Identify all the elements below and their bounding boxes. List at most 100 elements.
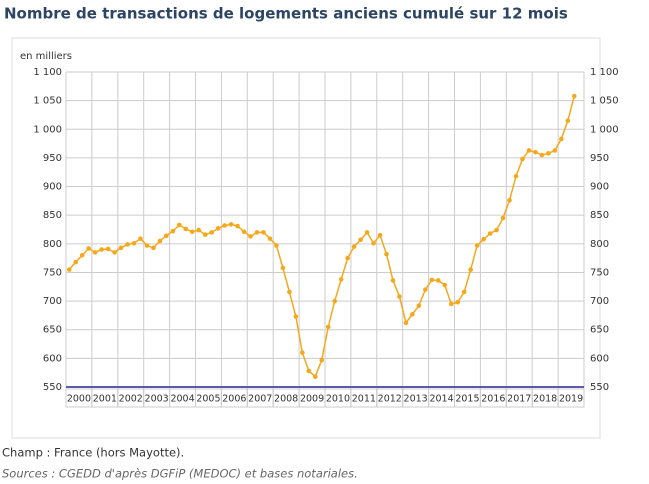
y-tick-label: 550 [43,382,62,393]
point [151,245,156,251]
note: Champ : France (hors Mayotte). [2,446,184,460]
point [241,229,247,235]
point [565,118,571,123]
y-tick-label: 600 [43,353,62,364]
point [507,197,512,203]
x-tick-label: 2014 [429,394,453,405]
point [384,251,389,257]
point [455,299,461,305]
point [351,244,357,249]
x-tick-label: 2004 [170,394,194,405]
x-tick-label: 2008 [274,394,298,405]
point [235,223,240,229]
point [306,368,312,374]
point [390,278,396,283]
point [546,151,551,156]
y-tick-label: 1 000 [33,124,62,135]
y-tick-label: 950 [43,153,62,164]
point [539,152,545,158]
point [248,234,253,239]
point [177,222,182,228]
point [429,277,435,283]
point [209,230,214,235]
point [105,246,111,252]
x-tick-label: 2018 [533,394,557,405]
x-tick-label: 2007 [248,394,272,405]
point [300,350,305,355]
point [494,227,499,233]
point [92,250,98,255]
point [66,267,72,272]
point [183,226,189,232]
point [144,243,150,248]
point [170,228,176,234]
point [312,374,318,379]
point [520,156,525,162]
y2-tick-label: 950 [590,153,609,164]
point [552,148,558,153]
point [487,231,493,236]
chart-title: Nombre de transactions de logements anci… [4,5,568,23]
point [416,303,422,308]
y-tick-label: 700 [43,296,62,307]
x-tick-label: 2015 [455,394,479,405]
point [157,238,163,244]
point [442,282,448,288]
chart-frame [11,37,601,439]
y2-tick-label: 850 [590,210,609,221]
point [397,294,402,299]
y-tick-label: 1 100 [33,67,62,78]
point [559,136,564,142]
y-tick-label: 850 [43,210,62,221]
point [99,247,104,252]
point [274,243,279,248]
x-tick-label: 2010 [326,394,350,405]
y2-tick-label: 900 [590,182,609,193]
y2-tick-label: 1 050 [590,96,619,107]
point [222,223,227,228]
x-tick-label: 2017 [507,394,531,405]
y-tick-label: 800 [43,239,62,250]
y-tick-label: 900 [43,182,62,193]
point [448,301,454,307]
point [377,232,383,238]
y-tick-label: 650 [43,325,62,336]
point [196,227,202,233]
point [118,245,124,251]
y2-tick-label: 1 100 [590,67,619,78]
point [254,230,260,235]
point [436,278,441,283]
point [228,222,234,227]
y-tick-label: 750 [43,267,62,278]
x-tick-label: 2009 [300,394,324,405]
y2-tick-label: 700 [590,296,609,307]
point [215,226,221,231]
point [131,240,137,246]
x-tick-label: 2005 [196,394,220,405]
x-tick-label: 2002 [119,394,143,405]
point [112,250,117,255]
point [261,230,266,235]
point [86,246,91,251]
point [358,237,363,243]
point [293,314,299,319]
point [325,324,331,330]
point [319,357,325,363]
point [79,252,85,258]
point [526,148,532,153]
point [125,242,130,247]
point [189,229,195,235]
point [533,149,538,155]
y-tick-label: 1 050 [33,96,62,107]
point [138,236,143,241]
y2-tick-label: 800 [590,239,609,250]
y2-tick-label: 600 [590,353,609,364]
point [461,289,467,295]
point [468,267,473,272]
x-tick-label: 2000 [67,394,91,405]
y2-tick-label: 1 000 [590,124,619,135]
source: Sources : CGEDD d'après DGFiP (MEDOC) et… [2,467,358,481]
point [345,255,350,261]
y2-tick-label: 550 [590,382,609,393]
point [513,173,519,179]
